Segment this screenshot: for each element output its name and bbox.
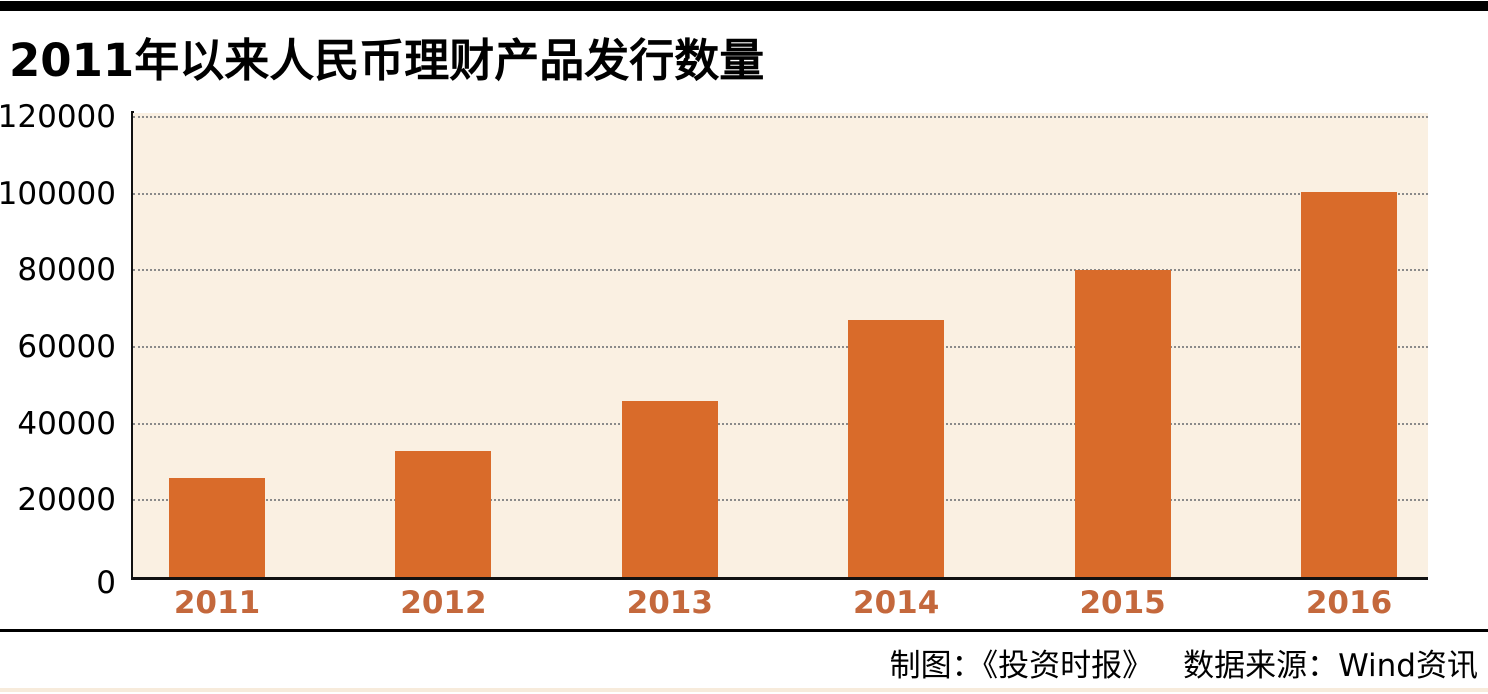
footer-rule: [0, 629, 1488, 632]
gridline-100000: [133, 192, 1428, 195]
bar-2016: [1301, 191, 1397, 577]
y-tick-label-60000: 60000: [17, 329, 116, 365]
y-tick-label-100000: 100000: [0, 175, 116, 212]
source-label: 数据来源：Wind资讯: [1183, 648, 1478, 684]
bar-2012: [395, 450, 492, 577]
bar-2011: [169, 478, 265, 577]
x-tick-label-2013: 2013: [626, 585, 713, 621]
gridline-80000: [133, 269, 1428, 272]
x-tick-label-2012: 2012: [400, 585, 487, 621]
y-tick-label-20000: 20000: [17, 482, 116, 519]
plot-area: [133, 113, 1428, 580]
y-tick-label-120000: 120000: [0, 99, 116, 135]
x-tick-label-2014: 2014: [853, 585, 940, 621]
bar-2013: [621, 401, 718, 577]
footer-caption: 制图：《投资时报》 数据来源：Wind资讯: [890, 640, 1478, 685]
y-tick-label-0: 0: [96, 565, 116, 601]
y-tick-label-40000: 40000: [17, 405, 116, 442]
y-tick-label-80000: 80000: [17, 252, 116, 289]
bar-2014: [848, 320, 945, 577]
x-tick-label-2016: 2016: [1305, 585, 1393, 621]
bar-2015: [1074, 270, 1171, 577]
x-axis-tick-labels: 2011 2012 2013 2014 2015 2016: [133, 585, 1428, 625]
y-axis-tick-labels: 0 20000 40000 60000 80000 100000 120000: [0, 0, 116, 694]
x-tick-label-2015: 2015: [1079, 585, 1166, 621]
chart-title: 2011年以来人民币理财产品发行数量: [9, 34, 765, 87]
x-tick-label-2011: 2011: [173, 585, 261, 621]
gridline-20000: [133, 499, 1428, 502]
gridline-60000: [133, 346, 1428, 348]
gridline-120000: [133, 116, 1428, 118]
bottom-accent-strip: [0, 688, 1488, 692]
x-axis-line: [133, 577, 1428, 580]
credit-label: 制图：《投资时报》: [889, 648, 1154, 684]
top-rule: [0, 1, 1488, 11]
gridline-40000: [133, 422, 1428, 425]
y-axis-line: [131, 111, 134, 580]
